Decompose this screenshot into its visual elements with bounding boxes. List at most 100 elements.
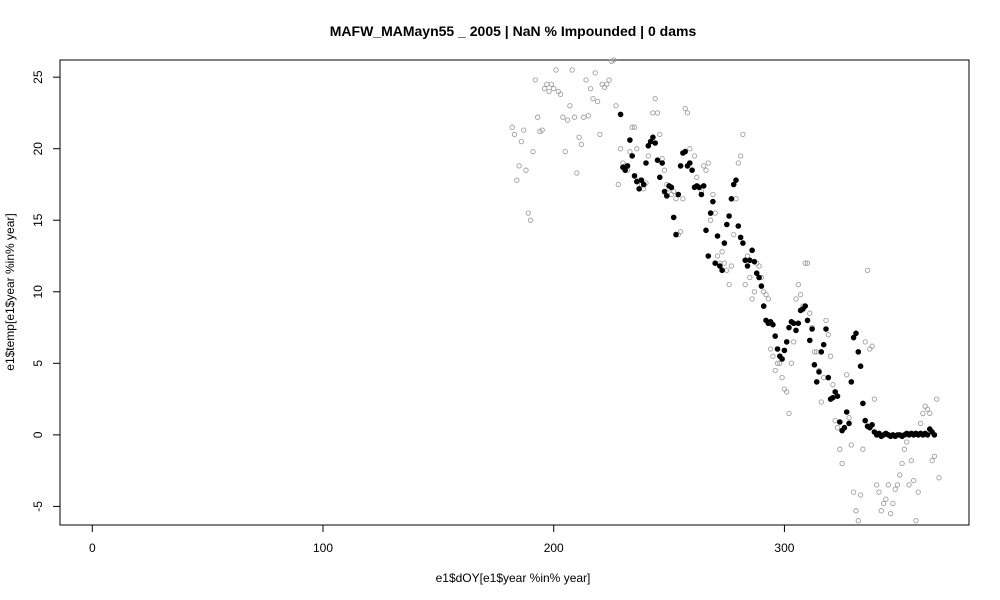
data-point-open xyxy=(652,95,658,102)
data-point-open xyxy=(583,77,589,83)
data-point-open xyxy=(509,124,515,130)
data-point-filled xyxy=(712,260,719,267)
data-point-filled xyxy=(617,111,624,118)
data-point-open xyxy=(581,114,587,120)
data-point-open xyxy=(887,510,894,517)
data-point-open xyxy=(546,88,552,95)
data-point-open xyxy=(682,105,688,112)
y-axis: -5 0 5 10 15 20 25 xyxy=(31,70,61,512)
data-point-open xyxy=(804,260,811,266)
data-point-filled xyxy=(742,257,749,264)
data-point-filled xyxy=(857,363,864,370)
data-point-open xyxy=(541,85,548,92)
data-point-open xyxy=(687,146,693,152)
data-point-open xyxy=(516,163,522,169)
data-point-open xyxy=(569,67,575,73)
data-point-open xyxy=(855,518,861,524)
data-point-filled xyxy=(636,186,642,192)
data-point-open xyxy=(560,114,566,120)
y-axis-label: e1$temp[e1$year %in% year] xyxy=(3,213,17,370)
y-tick-label: 0 xyxy=(31,431,45,438)
data-point-filled xyxy=(638,177,645,183)
data-point-open xyxy=(634,146,640,152)
data-point-open xyxy=(924,406,931,412)
data-point-filled xyxy=(696,184,702,191)
data-point-filled xyxy=(931,432,938,438)
data-point-filled xyxy=(825,374,832,381)
data-point-open xyxy=(553,67,559,73)
data-point-filled xyxy=(656,174,663,181)
y-tick-label: 25 xyxy=(31,70,45,84)
data-point-open xyxy=(904,439,910,445)
y-tick-label: 5 xyxy=(31,360,45,367)
data-point-open xyxy=(788,360,795,366)
data-point-open xyxy=(645,153,651,159)
data-point-open xyxy=(673,196,679,202)
data-point-filled xyxy=(790,320,797,327)
data-point-open xyxy=(874,482,880,488)
data-point-open xyxy=(860,446,866,452)
data-point-filled xyxy=(740,240,746,246)
data-point-open xyxy=(726,281,732,288)
data-point-open xyxy=(707,217,714,223)
x-tick-label: 0 xyxy=(89,541,96,555)
x-tick-label: 300 xyxy=(774,541,794,555)
data-point-open xyxy=(834,425,841,431)
data-point-open xyxy=(876,489,882,495)
data-point-open xyxy=(514,177,520,183)
data-point-filled xyxy=(707,210,714,216)
data-point-open xyxy=(571,114,578,120)
data-point-filled xyxy=(716,263,723,269)
data-point-open xyxy=(890,500,896,507)
data-point-open xyxy=(862,339,868,345)
data-point-open xyxy=(749,296,755,302)
data-point-filled xyxy=(675,191,682,198)
data-point-open xyxy=(853,508,859,514)
data-point-open xyxy=(742,281,748,288)
data-point-filled xyxy=(774,346,781,352)
data-point-filled xyxy=(830,394,836,401)
data-point-filled xyxy=(770,321,776,328)
data-point-filled xyxy=(670,214,677,221)
x-axis-label: e1$dOY[e1$year %in% year] xyxy=(436,571,591,585)
data-point-open xyxy=(770,353,776,359)
data-point-filled xyxy=(783,339,790,345)
data-point-filled xyxy=(795,320,802,327)
data-point-filled xyxy=(813,379,820,385)
data-point-open xyxy=(714,253,721,259)
data-point-filled xyxy=(869,421,875,428)
data-point-open xyxy=(654,110,661,116)
data-point-open xyxy=(564,117,571,123)
data-point-open xyxy=(601,84,608,90)
data-point-filled xyxy=(650,134,656,141)
data-point-filled xyxy=(793,327,799,334)
data-point-open xyxy=(821,374,827,381)
data-point-filled xyxy=(749,247,755,254)
data-point-filled xyxy=(804,317,811,324)
data-point-open xyxy=(631,124,638,130)
data-point-open xyxy=(534,114,541,120)
data-point-open xyxy=(518,138,525,145)
data-point-open xyxy=(784,389,790,395)
data-point-open xyxy=(604,81,610,87)
data-point-open xyxy=(827,353,834,359)
data-point-filled xyxy=(698,191,705,198)
data-point-open xyxy=(562,148,568,155)
data-point-filled xyxy=(668,184,675,191)
data-point-open xyxy=(793,296,799,302)
data-point-open xyxy=(719,249,725,255)
x-tick-label: 200 xyxy=(544,541,564,555)
data-point-open xyxy=(574,170,580,176)
data-point-open xyxy=(710,191,716,198)
data-point-filled xyxy=(673,231,679,238)
data-point-filled xyxy=(832,389,839,395)
data-point-open xyxy=(892,486,898,492)
data-point-filled xyxy=(723,221,730,228)
data-point-open xyxy=(733,196,739,202)
data-point-open xyxy=(839,460,845,467)
data-point-filled xyxy=(728,196,735,202)
data-point-open xyxy=(786,410,792,417)
data-point-open xyxy=(617,146,624,152)
data-point-open xyxy=(929,457,935,464)
data-point-open xyxy=(920,410,926,417)
